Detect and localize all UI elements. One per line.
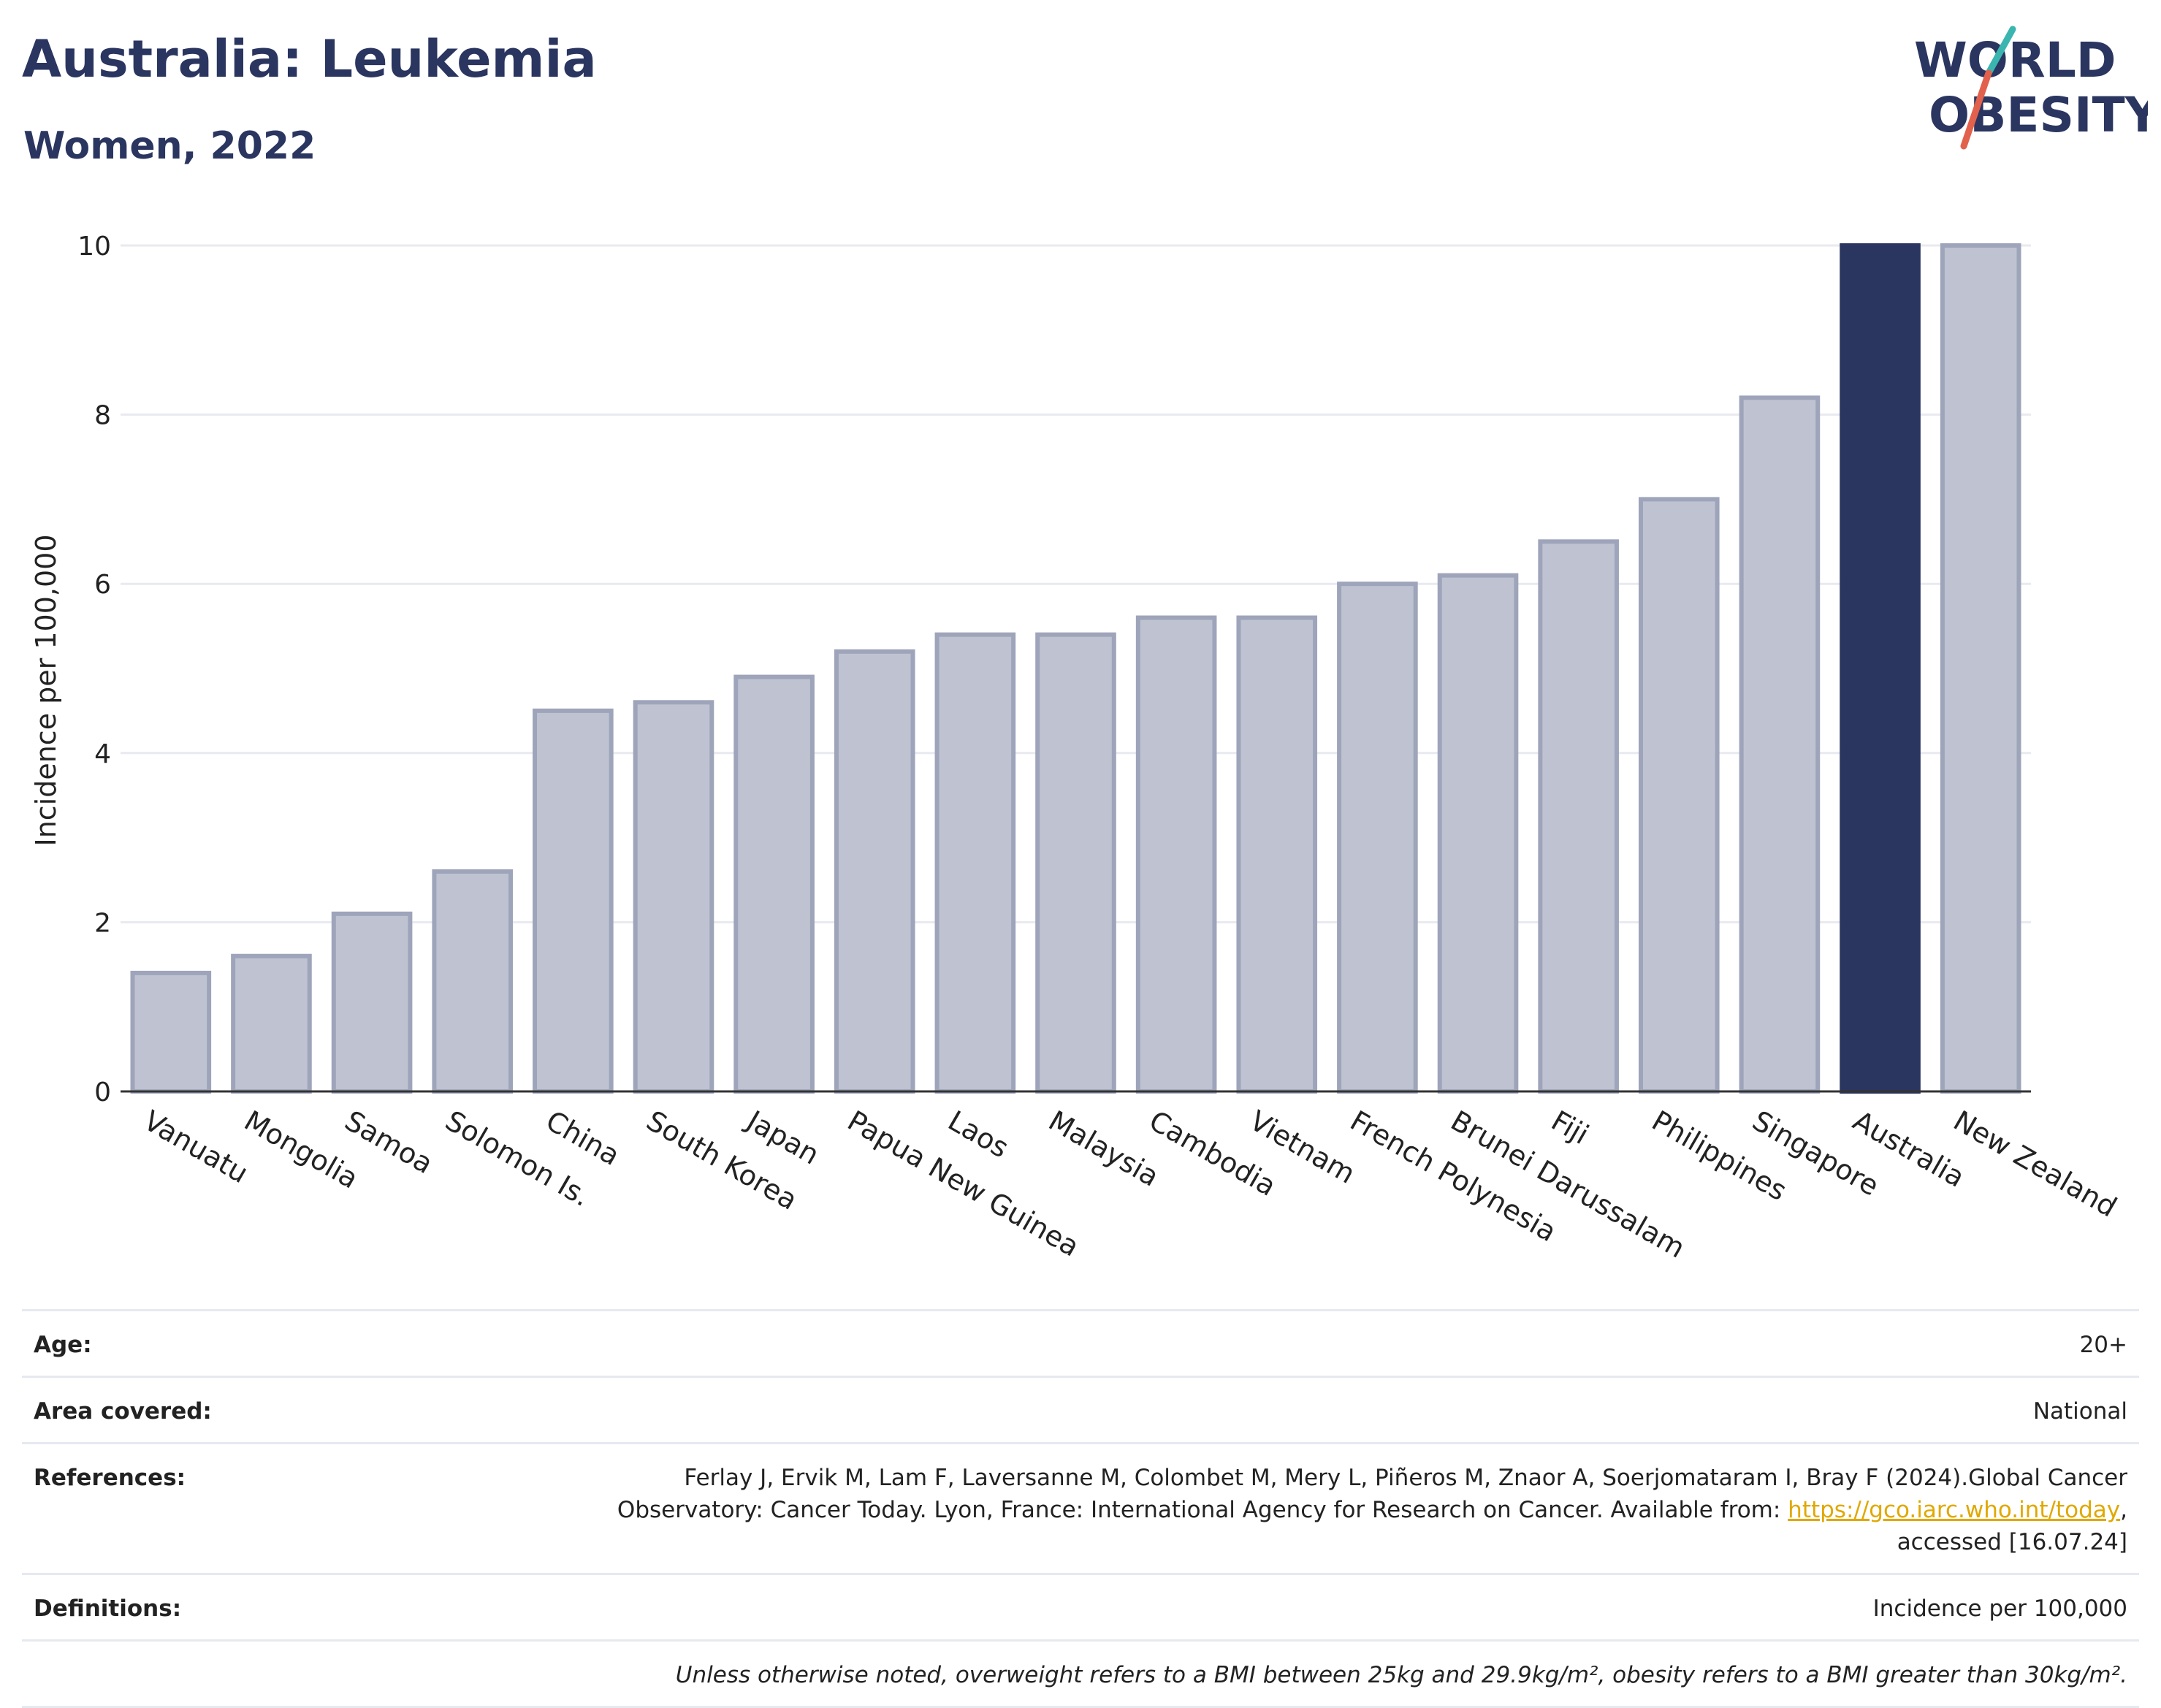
info-row-definitions: Definitions: Incidence per 100,000 — [22, 1573, 2139, 1641]
logo-slash-red — [1960, 69, 1992, 150]
references-line-3: accessed [16.07.24] — [1897, 1529, 2127, 1555]
y-tick-label: 6 — [94, 570, 111, 600]
logo-word-world: WORLD — [1914, 32, 2116, 88]
bar-laos — [934, 632, 1016, 1094]
references-line-2: Observatory: Cancer Today. Lyon, France:… — [617, 1497, 1788, 1523]
info-table: Age: 20+ Area covered: National Referenc… — [22, 1309, 2139, 1708]
note-spacer — [22, 1639, 425, 1708]
definitions-value: Incidence per 100,000 — [425, 1573, 2139, 1641]
y-axis-label: Incidence per 100,000 — [30, 534, 62, 846]
bar-philippines — [1638, 497, 1720, 1094]
bar-new-zealand — [1940, 243, 2021, 1094]
y-axis-ticks: 0 2 4 6 8 10 — [77, 232, 111, 1107]
references-label: References: — [22, 1442, 425, 1574]
x-tick-label: New Zealand — [1948, 1105, 2122, 1224]
bars — [130, 243, 2021, 1094]
bar-solomon-is — [432, 869, 514, 1094]
info-row-note: Unless otherwise noted, overweight refer… — [22, 1639, 2139, 1708]
bar-japan — [733, 674, 815, 1094]
bar-fiji — [1538, 539, 1619, 1094]
bar-china — [533, 708, 614, 1094]
references-value: Ferlay J, Ervik M, Lam F, Laversanne M, … — [425, 1442, 2139, 1574]
definitions-label: Definitions: — [22, 1573, 425, 1641]
x-tick-label: Laos — [942, 1105, 1014, 1164]
info-row-area: Area covered: National — [22, 1376, 2139, 1444]
bar-singapore — [1739, 395, 1821, 1094]
age-value: 20+ — [425, 1309, 2139, 1377]
bar-papua-new-guinea — [834, 649, 915, 1094]
info-row-references: References: Ferlay J, Ervik M, Lam F, La… — [22, 1442, 2139, 1574]
bar-malaysia — [1035, 632, 1116, 1094]
age-label: Age: — [22, 1309, 425, 1377]
y-tick-label: 10 — [77, 232, 111, 262]
references-line-2-end: , — [2120, 1497, 2127, 1523]
bar-australia — [1840, 243, 1921, 1094]
references-link[interactable]: https://gco.iarc.who.int/today — [1788, 1497, 2121, 1523]
bar-vanuatu — [130, 970, 212, 1094]
x-tick-label: Mongolia — [239, 1105, 364, 1195]
bar-cambodia — [1135, 615, 1217, 1094]
bar-brunei-darussalam — [1437, 573, 1519, 1094]
area-value: National — [425, 1376, 2139, 1444]
y-tick-label: 8 — [94, 401, 111, 431]
area-label: Area covered: — [22, 1376, 425, 1444]
world-obesity-logo: WORLD OBESITY — [1914, 26, 2148, 150]
bar-vietnam — [1236, 615, 1318, 1094]
references-line-1: Ferlay J, Ervik M, Lam F, Laversanne M, … — [684, 1465, 2127, 1491]
page-subtitle: Women, 2022 — [23, 124, 316, 168]
y-tick-label: 0 — [94, 1078, 111, 1107]
y-tick-label: 4 — [94, 739, 111, 769]
x-tick-label: Malaysia — [1043, 1105, 1165, 1193]
bar-french-polynesia — [1337, 582, 1418, 1094]
bar-mongolia — [231, 953, 312, 1094]
page-title: Australia: Leukemia — [22, 29, 597, 89]
obesity-definition-note: Unless otherwise noted, overweight refer… — [425, 1639, 2139, 1708]
info-row-age: Age: 20+ — [22, 1309, 2139, 1377]
bar-south-korea — [633, 700, 714, 1094]
bar-samoa — [331, 911, 413, 1094]
y-tick-label: 2 — [94, 908, 111, 938]
x-tick-label: Vanuatu — [138, 1105, 254, 1189]
logo-slash-teal — [1985, 26, 2016, 77]
x-tick-label: Fiji — [1546, 1105, 1594, 1151]
